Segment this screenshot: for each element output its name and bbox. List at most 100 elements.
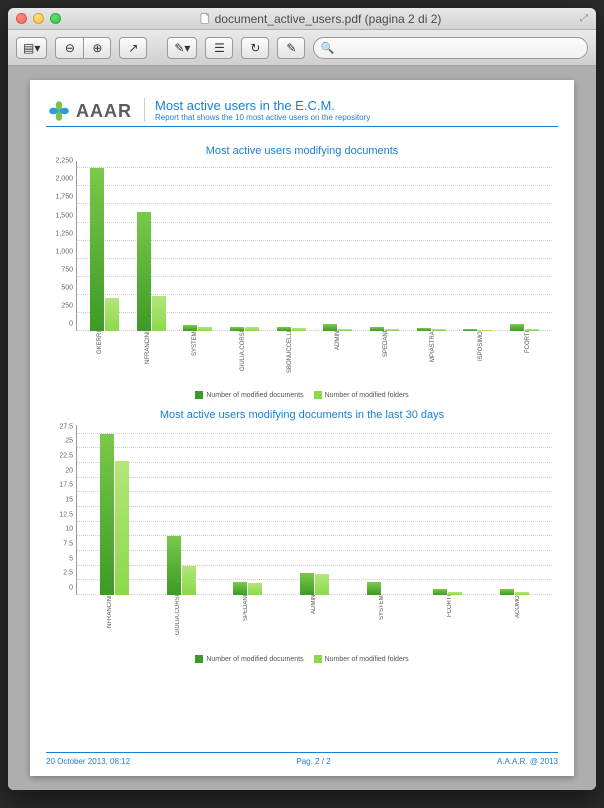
y-tick-label: 2,000 — [49, 176, 73, 183]
category — [148, 425, 215, 595]
y-tick-label: 17.5 — [49, 482, 73, 489]
category — [415, 425, 482, 595]
bar-docs — [510, 324, 524, 331]
search-icon: 🔍 — [320, 41, 334, 54]
chart-2-legend: Number of modified documents Number of m… — [46, 655, 558, 663]
x-tick-label: ADMIN — [314, 331, 362, 387]
x-tick-label: GIULIA.CORSI — [219, 331, 267, 387]
chart-1-section: Most active users modifying documents 02… — [46, 139, 558, 399]
search-input[interactable]: 🔍 — [313, 37, 588, 59]
bars-container — [77, 161, 552, 331]
bar-docs — [300, 573, 314, 595]
chart-1-title: Most active users modifying documents — [46, 145, 558, 157]
legend-item-docs: Number of modified documents — [195, 391, 303, 399]
report-header: AAAR Most active users in the E.C.M. Rep… — [46, 98, 558, 127]
x-tick-label: FCORTI — [416, 595, 484, 651]
category — [315, 161, 362, 331]
y-tick-label: 1,500 — [49, 212, 73, 219]
y-tick-label: 27.5 — [49, 423, 73, 430]
category — [281, 425, 348, 595]
chart-1-xlabels: GKERRINFRANCINISYSTEMGIULIA.CORSISBONUCC… — [76, 331, 552, 387]
y-tick-label: 0 — [49, 321, 73, 328]
chart-2-title: Most active users modifying documents in… — [46, 409, 558, 421]
legend-swatch-docs — [195, 655, 203, 663]
y-tick-label: 250 — [49, 302, 73, 309]
x-tick-label: ADMIN — [280, 595, 348, 651]
y-tick-label: 22.5 — [49, 453, 73, 460]
category — [348, 425, 415, 595]
zoom-window-button[interactable] — [50, 13, 61, 24]
category — [128, 161, 175, 331]
y-tick-label: 2,250 — [49, 158, 73, 165]
category — [455, 161, 502, 331]
y-tick-label: 1,750 — [49, 194, 73, 201]
bar-folders — [115, 461, 129, 595]
note-button[interactable]: ☰ — [205, 37, 233, 59]
x-tick-label: GIULIA.CORSI — [144, 595, 212, 651]
category — [481, 425, 548, 595]
close-window-button[interactable] — [16, 13, 27, 24]
pdf-page: AAAR Most active users in the E.C.M. Rep… — [30, 80, 574, 776]
y-tick-label: 1,000 — [49, 248, 73, 255]
titlebar: document_active_users.pdf (pagina 2 di 2… — [8, 8, 596, 30]
report-title: Most active users in the E.C.M. — [155, 98, 370, 113]
sidebar-toggle-button[interactable]: ▤▾ — [16, 37, 47, 59]
minimize-window-button[interactable] — [33, 13, 44, 24]
x-tick-label: FCORTI — [504, 331, 552, 387]
zoom-in-button[interactable]: ⊕ — [83, 37, 111, 59]
y-tick-label: 5 — [49, 555, 73, 562]
logo: AAAR — [46, 98, 132, 124]
chart-1-legend: Number of modified documents Number of m… — [46, 391, 558, 399]
category — [268, 161, 315, 331]
legend-item-docs: Number of modified documents — [195, 655, 303, 663]
y-tick-label: 750 — [49, 266, 73, 273]
x-tick-label: SPEDANI — [362, 331, 410, 387]
report-footer: 20 October 2013, 08:12 Pag. 2 / 2 A.A.A.… — [46, 752, 558, 766]
x-tick-label: SYSTEM — [171, 331, 219, 387]
rotate-button[interactable]: ↻ — [241, 37, 269, 59]
y-tick-label: 20 — [49, 467, 73, 474]
expand-icon[interactable]: ⤢ — [580, 13, 588, 24]
y-tick-label: 1,250 — [49, 230, 73, 237]
y-tick-label: 7.5 — [49, 541, 73, 548]
category — [221, 161, 268, 331]
footer-date: 20 October 2013, 08:12 — [46, 757, 130, 766]
bar-folders — [182, 566, 196, 595]
y-tick-label: 15 — [49, 497, 73, 504]
bar-docs — [233, 582, 247, 595]
y-tick-label: 12.5 — [49, 511, 73, 518]
y-tick-label: 25 — [49, 438, 73, 445]
x-tick-label: SPEDANI — [212, 595, 280, 651]
x-tick-label: GKERRI — [76, 331, 124, 387]
chart-1-plot: 02505007501,0001,2501,5001,7502,0002,250 — [76, 161, 552, 331]
chart-2-xlabels: NFRANCINIGIULIA.CORSISPEDANIADMINSYSTEMF… — [76, 595, 552, 651]
category — [361, 161, 408, 331]
y-tick-label: 500 — [49, 284, 73, 291]
category — [214, 425, 281, 595]
logo-icon — [46, 98, 72, 124]
category — [174, 161, 221, 331]
bar-folders — [248, 583, 262, 595]
markup-button[interactable]: ✎ — [277, 37, 305, 59]
category — [81, 425, 148, 595]
legend-swatch-folders — [314, 655, 322, 663]
zoom-out-button[interactable]: ⊖ — [55, 37, 83, 59]
toolbar: ▤▾ ⊖ ⊕ ↗ ✎▾ ☰ ↻ ✎ 🔍 — [8, 30, 596, 66]
legend-swatch-docs — [195, 391, 203, 399]
bar-docs — [367, 582, 381, 595]
document-viewport[interactable]: AAAR Most active users in the E.C.M. Rep… — [8, 66, 596, 790]
bar-docs — [90, 168, 104, 331]
highlight-button[interactable]: ✎▾ — [167, 37, 197, 59]
x-tick-label: SYSTEM — [348, 595, 416, 651]
bar-docs — [100, 434, 114, 595]
pdf-file-icon — [200, 13, 211, 24]
share-button[interactable]: ↗ — [119, 37, 147, 59]
category — [408, 161, 455, 331]
legend-swatch-folders — [314, 391, 322, 399]
window-title-text: document_active_users.pdf (pagina 2 di 2… — [215, 12, 442, 26]
category — [81, 161, 128, 331]
pdf-viewer-window: document_active_users.pdf (pagina 2 di 2… — [8, 8, 596, 790]
x-tick-label: NFRANCINI — [124, 331, 172, 387]
logo-text: AAAR — [76, 101, 132, 122]
footer-page: Pag. 2 / 2 — [296, 757, 330, 766]
